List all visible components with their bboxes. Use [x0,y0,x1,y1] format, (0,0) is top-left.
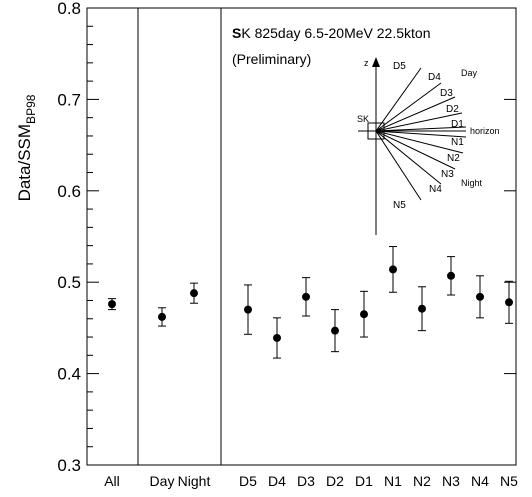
inset-bin-label: D2 [446,104,459,115]
inset-bin-label: N5 [393,200,406,211]
experiment-annotation-rest: K 825day 6.5-20MeV 22.5kton [241,25,430,41]
inset-zenith-ray [375,82,442,132]
zenith-inset: z horizon SK D5 D4 D3 D2 D1 N1 N2 N3 N4 N5 Day Night [357,57,500,235]
x-tick-label: All [104,473,120,489]
x-tick-label: D4 [268,473,286,489]
inset-bin-label: D1 [451,119,464,130]
data-point [418,304,426,313]
x-tick-label: N5 [500,473,518,489]
data-point [108,300,116,309]
inset-zenith-ray [375,130,422,201]
x-tick-label: D1 [355,473,373,489]
x-tick-label: Day [150,473,175,489]
inset-zenith-ray [375,130,456,170]
experiment-annotation-bold: S [232,25,241,41]
x-tick-label: D5 [239,473,257,489]
inset-day-label: Day [461,68,478,78]
y-tick-label: 0.4 [57,365,81,384]
y-axis-title-main: Data/SSM [15,124,34,201]
data-point [505,298,513,307]
inset-zenith-ray [375,112,463,132]
data-point [447,271,455,280]
x-tick-label: N2 [413,473,431,489]
data-point [476,292,484,301]
inset-bin-label: D4 [428,72,441,83]
inset-bin-label: N2 [447,153,460,164]
inset-bin-label: N3 [441,169,454,180]
experiment-annotation: SK 825day 6.5-20MeV 22.5kton [232,25,430,41]
data-point [389,265,397,274]
inset-zenith-ray [375,130,442,185]
x-axis: All Day Night D5 D4 D3 D2 D1 N1 N2 N3 N4 N5 [104,473,518,489]
inset-bin-label: D3 [440,88,453,99]
inset-zenith-ray [375,96,456,132]
data-point [302,292,310,301]
data-point [190,289,198,298]
data-point [158,312,166,321]
y-axis-title: Data/SSMBP98 [15,94,38,201]
x-tick-label: N4 [471,473,489,489]
preliminary-annotation: (Preliminary) [232,51,311,67]
inset-zenith-ray [375,126,467,132]
y-tick-label: 0.7 [57,90,81,109]
data-point [331,326,339,335]
data-points [108,246,513,359]
x-tick-label: N1 [384,473,402,489]
inset-night-label: Night [461,178,483,188]
data-point [244,305,252,314]
inset-bin-label: N4 [429,184,442,195]
y-axis-title-sub: BP98 [24,94,38,124]
inset-zenith-ray [375,130,464,154]
inset-bin-label: N1 [451,137,464,148]
inset-z-label: z [364,58,369,68]
x-tick-label: N3 [442,473,460,489]
plot-frame [86,7,517,466]
x-tick-label: D2 [326,473,344,489]
x-tick-label: Night [178,473,211,489]
y-tick-label: 0.3 [57,456,81,475]
data-point [273,333,281,342]
x-tick-label: D3 [297,473,315,489]
y-tick-label: 0.6 [57,182,81,201]
inset-zenith-ray [375,130,467,138]
inset-detector-label: SK [357,114,369,124]
inset-horizon-label: horizon [470,126,500,136]
data-point [360,310,368,319]
inset-zenith-ray [375,67,422,132]
inset-bin-label: D5 [393,61,406,72]
y-tick-label: 0.8 [57,0,81,18]
inset-z-arrow [372,57,380,67]
y-tick-label: 0.5 [57,273,81,292]
y-axis: 0.3 0.4 0.5 0.6 0.7 0.8 [57,0,516,475]
